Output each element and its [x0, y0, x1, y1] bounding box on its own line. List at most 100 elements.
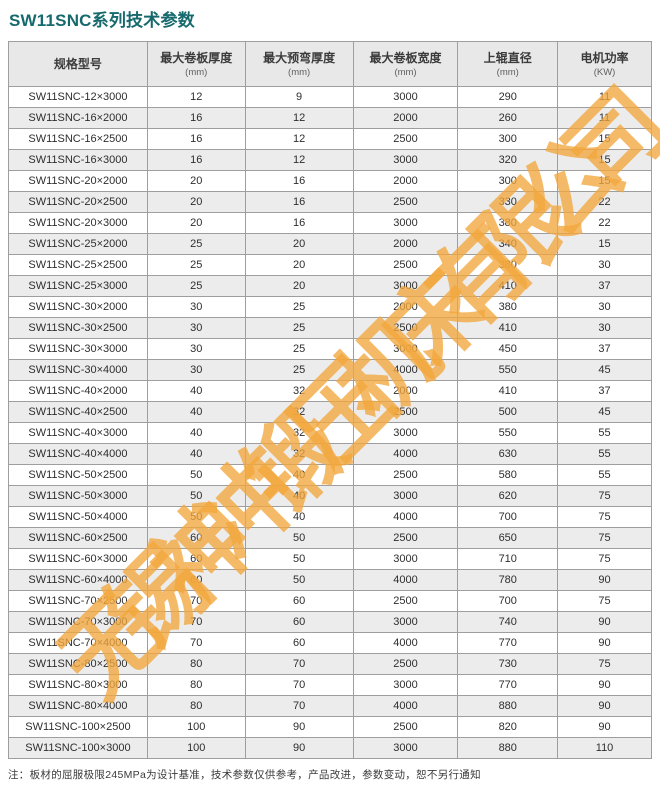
value-cell: 9 [244, 86, 354, 109]
value-cell: 20 [146, 170, 246, 193]
value-cell: 290 [457, 86, 559, 109]
value-cell: 780 [457, 569, 559, 592]
model-cell: SW11SNC-60×2500 [8, 527, 148, 550]
value-cell: 710 [457, 548, 559, 571]
value-cell: 70 [146, 590, 246, 613]
value-cell: 75 [557, 653, 652, 676]
table-row: SW11SNC-25×2500 25 20 2500 380 30 [8, 254, 652, 277]
column-label: 最大卷板宽度 [369, 51, 442, 66]
value-cell: 80 [146, 674, 246, 697]
value-cell: 620 [457, 485, 559, 508]
value-cell: 330 [457, 191, 559, 214]
value-cell: 60 [244, 632, 354, 655]
column-unit: (mm) [185, 66, 208, 78]
value-cell: 410 [457, 275, 559, 298]
value-cell: 90 [557, 611, 652, 634]
table-row: SW11SNC-100×2500 100 90 2500 820 90 [8, 716, 652, 739]
value-cell: 2000 [352, 233, 459, 256]
value-cell: 880 [457, 695, 559, 718]
value-cell: 2500 [352, 716, 459, 739]
table-row: SW11SNC-50×4000 50 40 4000 700 75 [8, 506, 652, 529]
value-cell: 30 [146, 359, 246, 382]
value-cell: 450 [457, 338, 559, 361]
model-cell: SW11SNC-80×2500 [8, 653, 148, 676]
table-row: SW11SNC-50×3000 50 40 3000 620 75 [8, 485, 652, 508]
value-cell: 550 [457, 422, 559, 445]
value-cell: 25 [146, 233, 246, 256]
column-label: 最大卷板厚度 [160, 51, 233, 66]
value-cell: 30 [557, 296, 652, 319]
value-cell: 4000 [352, 632, 459, 655]
value-cell: 55 [557, 422, 652, 445]
model-cell: SW11SNC-30×3000 [8, 338, 148, 361]
value-cell: 20 [146, 191, 246, 214]
value-cell: 32 [244, 401, 354, 424]
table-row: SW11SNC-70×4000 70 60 4000 770 90 [8, 632, 652, 655]
column-label: 规格型号 [53, 57, 102, 72]
value-cell: 40 [146, 380, 246, 403]
value-cell: 60 [244, 611, 354, 634]
value-cell: 410 [457, 380, 559, 403]
value-cell: 20 [244, 254, 354, 277]
value-cell: 70 [146, 632, 246, 655]
value-cell: 100 [146, 716, 246, 739]
table-row: SW11SNC-40×3000 40 32 3000 550 55 [8, 422, 652, 445]
model-cell: SW11SNC-25×2500 [8, 254, 148, 277]
value-cell: 880 [457, 737, 559, 760]
value-cell: 3000 [352, 737, 459, 760]
value-cell: 32 [244, 380, 354, 403]
value-cell: 75 [557, 485, 652, 508]
value-cell: 15 [557, 233, 652, 256]
value-cell: 12 [244, 128, 354, 151]
table-row: SW11SNC-16×3000 16 12 3000 320 15 [8, 149, 652, 172]
table-row: SW11SNC-25×2000 25 20 2000 340 15 [8, 233, 652, 256]
model-cell: SW11SNC-30×2500 [8, 317, 148, 340]
value-cell: 90 [557, 632, 652, 655]
page-title: SW11SNC系列技术参数 [9, 11, 195, 30]
column-unit: (KW) [593, 66, 616, 78]
table-row: SW11SNC-30×2000 30 25 2000 380 30 [8, 296, 652, 319]
column-unit: (mm) [496, 66, 519, 78]
spec-table: 规格型号 最大卷板厚度 (mm) 最大预弯厚度 (mm) 最大卷板宽度 (mm) 上辊直径 (m… [8, 41, 652, 760]
value-cell: 3000 [352, 149, 459, 172]
table-row: SW11SNC-60×2500 60 50 2500 650 75 [8, 527, 652, 550]
value-cell: 2500 [352, 653, 459, 676]
table-row: SW11SNC-100×3000 100 90 3000 880 110 [8, 737, 652, 760]
column-header-5: 电机功率 (KW) [557, 41, 652, 88]
value-cell: 30 [146, 317, 246, 340]
value-cell: 3000 [352, 338, 459, 361]
value-cell: 580 [457, 464, 559, 487]
value-cell: 32 [244, 422, 354, 445]
value-cell: 30 [557, 317, 652, 340]
model-cell: SW11SNC-40×3000 [8, 422, 148, 445]
column-unit: (mm) [288, 66, 311, 78]
table-row: SW11SNC-80×3000 80 70 3000 770 90 [8, 674, 652, 697]
value-cell: 630 [457, 443, 559, 466]
value-cell: 40 [244, 485, 354, 508]
value-cell: 45 [557, 401, 652, 424]
value-cell: 2000 [352, 380, 459, 403]
table-row: SW11SNC-20×3000 20 16 3000 380 22 [8, 212, 652, 235]
value-cell: 90 [557, 716, 652, 739]
value-cell: 60 [146, 569, 246, 592]
value-cell: 60 [244, 590, 354, 613]
value-cell: 300 [457, 128, 559, 151]
table-row: SW11SNC-20×2000 20 16 2000 300 15 [8, 170, 652, 193]
model-cell: SW11SNC-100×3000 [8, 737, 148, 760]
value-cell: 60 [146, 527, 246, 550]
model-cell: SW11SNC-20×2500 [8, 191, 148, 214]
value-cell: 3000 [352, 674, 459, 697]
value-cell: 3000 [352, 86, 459, 109]
value-cell: 260 [457, 107, 559, 130]
table-row: SW11SNC-20×2500 20 16 2500 330 22 [8, 191, 652, 214]
model-cell: SW11SNC-40×2500 [8, 401, 148, 424]
model-cell: SW11SNC-70×3000 [8, 611, 148, 634]
column-label: 电机功率 [580, 51, 629, 66]
value-cell: 55 [557, 464, 652, 487]
value-cell: 2000 [352, 107, 459, 130]
model-cell: SW11SNC-60×4000 [8, 569, 148, 592]
value-cell: 2500 [352, 401, 459, 424]
value-cell: 70 [244, 653, 354, 676]
value-cell: 15 [557, 128, 652, 151]
